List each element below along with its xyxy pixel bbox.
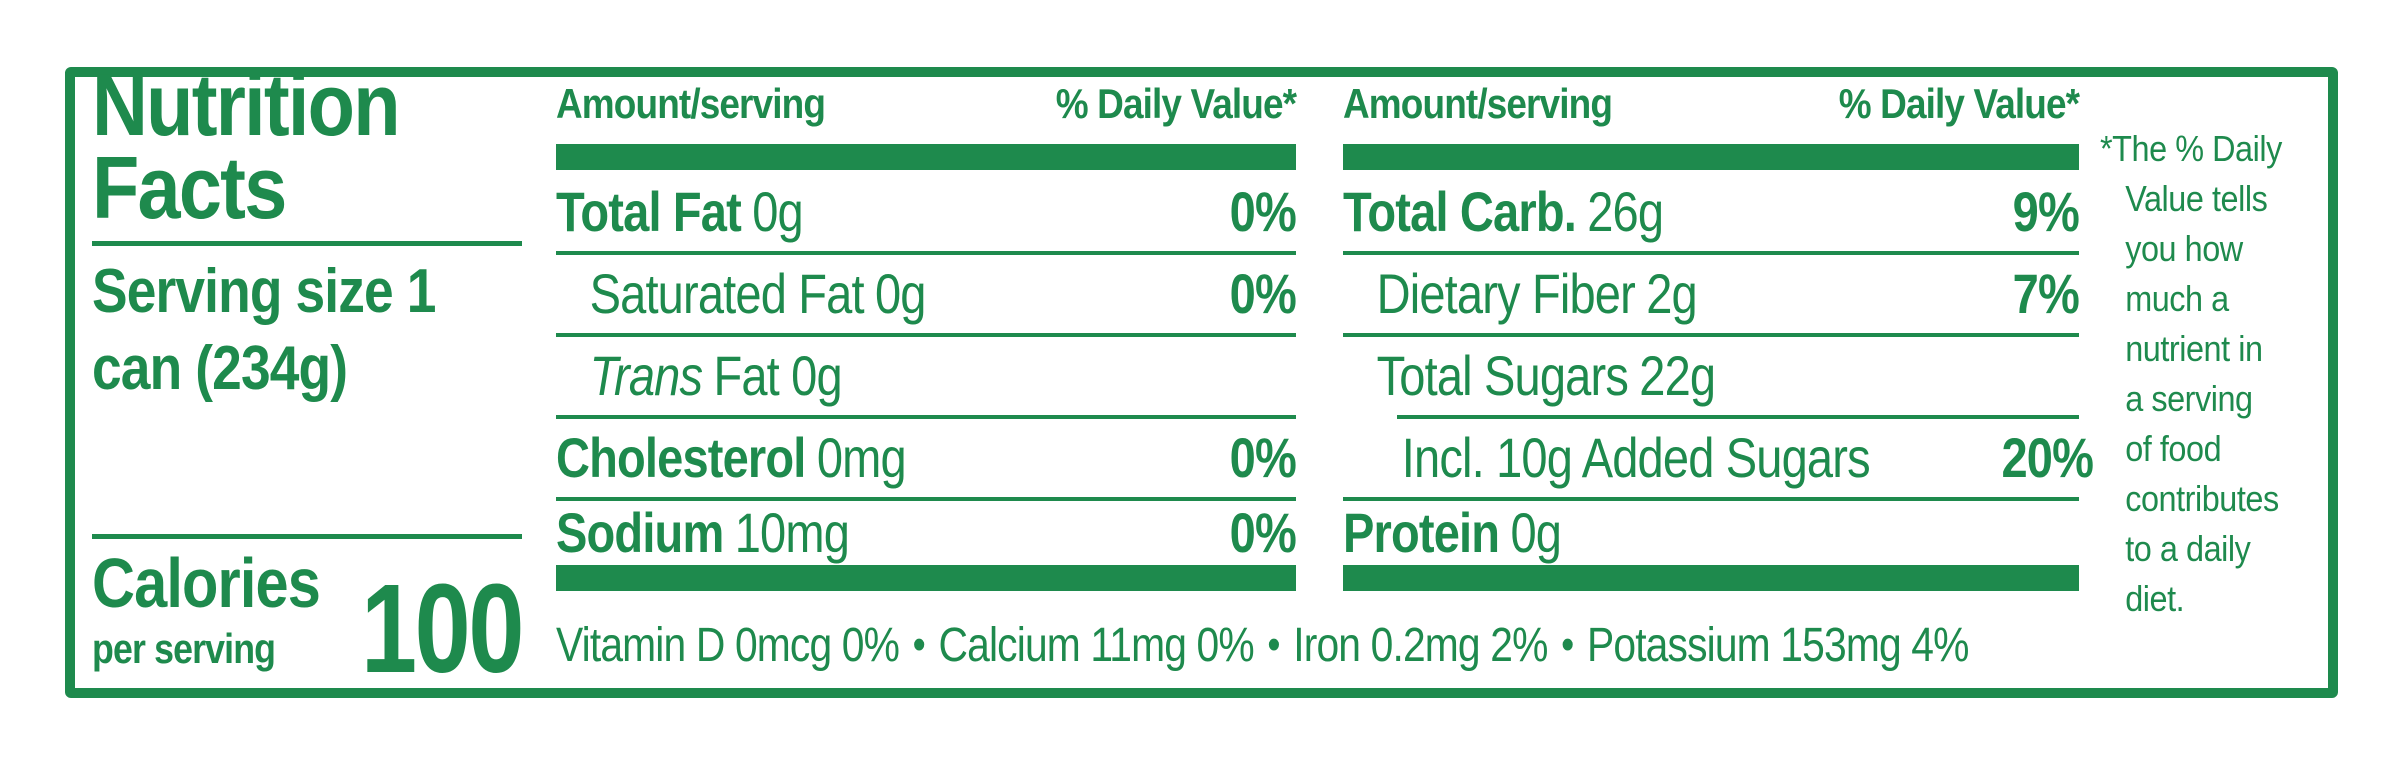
column-header: Amount/serving % Daily Value* [1343,78,2080,130]
calories-label: Calories per serving [92,548,432,670]
row-amount: 0mg [816,425,907,489]
nutrient-row-total-carb: Total Carb. 26g 9% [1343,172,2080,250]
nutrient-column-1: Amount/serving % Daily Value* Total Fat 0… [556,0,1297,764]
row-name: Total Fat [556,179,742,243]
row-separator-indented [1397,415,2079,419]
divider-under-title [92,241,522,246]
row-name: Sodium [556,500,724,564]
nutrient-row-cholesterol: Cholesterol 0mg 0% [556,418,1297,496]
row-daily-value: 20% [2000,425,2093,489]
label-border [65,67,2338,698]
row-separator [1343,497,2079,501]
row-amount: 22g [1639,343,1716,407]
label-title: Nutrition Facts [92,55,401,237]
row-daily-value: 0% [1229,500,1297,564]
row-daily-value: 9% [2012,179,2080,243]
calories-word: Calories [92,544,321,622]
divider-bar [1343,565,2079,591]
nutrient-row-total-fat: Total Fat 0g 0% [556,172,1297,250]
nutrient-row-total-sugars: Total Sugars 22g [1343,336,2079,414]
row-amount: 0g [752,179,803,243]
row-separator [1343,251,2079,255]
divider-above-calories [92,534,522,539]
micronutrient-calcium: Calcium 11mg 0% [938,618,1255,672]
serving-size: Serving size 1 can (234g) [92,257,436,403]
calories-value: 100 [361,558,524,699]
micronutrient-iron: Iron 0.2mg 2% [1293,618,1548,672]
bullet-separator-icon: • [1561,620,1574,669]
micronutrient-potassium: Potassium 153mg 4% [1586,618,1969,672]
header-amount-serving: Amount/serving [1343,80,1613,127]
row-name: Saturated Fat [589,261,865,325]
nutrient-column-2: Amount/serving % Daily Value* Total Carb… [1343,0,2094,764]
row-name: Trans [589,343,703,407]
micronutrients-line: Vitamin D 0mcg 0% • Calcium 11mg 0% • Ir… [556,612,1969,678]
row-amount: 10mg [734,500,850,564]
row-separator [556,251,1296,255]
nutrient-row-saturated-fat: Saturated Fat 0g 0% [556,254,1297,332]
row-name: Dietary Fiber [1376,261,1636,325]
daily-value-footnote: *The % Daily Value tells you how much a … [2100,128,2282,619]
divider-bar [556,144,1296,170]
row-separator [556,497,1296,501]
header-daily-value: % Daily Value* [1838,80,2080,127]
row-amount: 26g [1587,179,1664,243]
row-name: Cholesterol [556,425,806,489]
row-separator [556,415,1296,419]
row-name: Total Sugars [1376,343,1629,407]
nutrient-row-dietary-fiber: Dietary Fiber 2g 7% [1343,254,2080,332]
row-daily-value: 0% [1229,179,1297,243]
divider-bar [556,565,1296,591]
divider-bar [1343,144,2079,170]
header-amount-serving: Amount/serving [556,80,826,127]
row-separator [556,333,1296,337]
row-daily-value: 0% [1229,261,1297,325]
row-amount: 0g [1510,500,1562,564]
row-amount: 2g [1646,261,1697,325]
nutrient-row-trans-fat: Trans Fat 0g [556,336,1296,414]
column-header: Amount/serving % Daily Value* [556,78,1297,130]
nutrient-row-protein: Protein 0g [1343,500,2079,564]
bullet-separator-icon: • [1267,620,1280,669]
micronutrient-vitamin-d: Vitamin D 0mcg 0% [556,618,900,672]
row-name: Protein [1343,500,1500,564]
nutrient-row-added-sugars: Incl. 10g Added Sugars 20% [1343,418,2094,496]
row-name: Incl. 10g Added Sugars [1401,425,1871,489]
bullet-separator-icon: • [912,620,926,669]
calories-sublabel: per serving [92,625,276,672]
nutrient-row-sodium: Sodium 10mg 0% [556,500,1297,564]
row-daily-value: 0% [1229,425,1297,489]
row-name: Total Carb. [1343,179,1577,243]
header-daily-value: % Daily Value* [1055,80,1297,127]
row-amount: Fat 0g [713,343,842,407]
row-daily-value: 7% [2012,261,2080,325]
row-separator [1343,333,2079,337]
row-amount: 0g [874,261,926,325]
